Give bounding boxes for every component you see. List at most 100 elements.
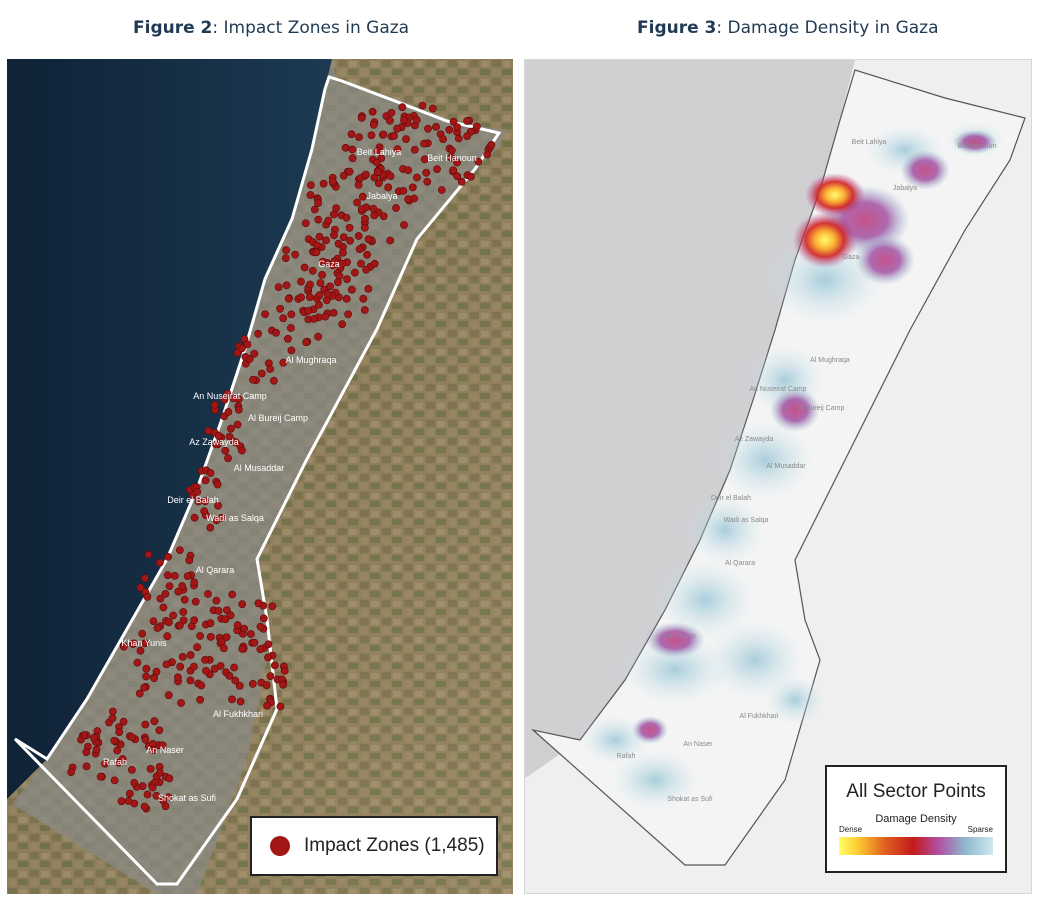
impact-zone-marker <box>483 150 492 159</box>
impact-zone-marker <box>248 680 257 688</box>
impact-zone-marker <box>386 172 395 180</box>
place-label: Al Bureij Camp <box>798 405 845 412</box>
impact-zone-marker <box>308 266 317 275</box>
impact-zone-marker <box>196 695 204 704</box>
impact-zone-marker <box>314 300 323 309</box>
impact-zone-marker <box>322 236 330 245</box>
density-blob <box>805 173 865 217</box>
impact-zone-marker <box>439 135 447 143</box>
impact-zone-marker <box>348 154 357 163</box>
impact-zone-marker <box>234 405 243 414</box>
place-label: An Nuseirat Camp <box>749 386 806 393</box>
impact-zone-marker <box>178 653 187 661</box>
impact-zone-marker <box>142 664 151 673</box>
impact-zone-marker <box>364 284 373 293</box>
impact-zone-marker <box>324 216 333 225</box>
impact-zone-marker <box>175 621 184 630</box>
impact-zone-marker <box>385 116 394 125</box>
impact-zone-marker <box>345 167 354 176</box>
impact-zone-marker-icon <box>270 836 290 856</box>
place-label: Wadi as Salqa <box>724 517 769 524</box>
impact-zone-marker <box>249 375 257 384</box>
density-blob <box>793 212 857 268</box>
impact-zone-marker <box>133 658 142 667</box>
impact-zone-marker <box>357 114 366 122</box>
impact-zone-marker <box>445 125 454 134</box>
impact-zone-marker <box>306 181 315 189</box>
impact-zone-marker <box>274 283 283 291</box>
impact-zone-marker <box>280 667 289 675</box>
impact-zone-marker <box>128 766 136 774</box>
impact-zone-marker <box>356 174 365 182</box>
impact-zone-marker <box>357 259 365 268</box>
impact-zone-marker <box>214 607 223 615</box>
impact-zone-marker <box>142 672 150 681</box>
place-label: Al Fukhkhari <box>740 713 779 720</box>
impact-zone-marker <box>287 346 296 355</box>
impact-zone-marker <box>185 556 194 565</box>
impact-zone-marker <box>146 765 155 773</box>
density-blob <box>655 560 755 640</box>
impact-zone-marker <box>368 107 377 116</box>
legend-sparse-label: Sparse <box>967 825 993 834</box>
impact-zone-marker <box>162 660 171 669</box>
impact-zone-marker <box>316 279 325 287</box>
impact-zone-marker <box>176 662 185 671</box>
impact-zone-marker <box>90 733 98 742</box>
impact-zone-marker <box>153 624 162 632</box>
impact-zone-marker <box>136 646 145 655</box>
impact-zone-marker <box>263 701 271 710</box>
density-blob <box>765 675 825 725</box>
impact-zone-marker <box>463 132 471 140</box>
impact-zone-marker <box>453 172 462 181</box>
impact-zone-marker <box>212 516 221 525</box>
impact-zone-marker <box>246 630 255 638</box>
impact-zone-marker <box>250 349 259 358</box>
impact-zones-legend-label: Impact Zones (1,485) <box>304 835 485 856</box>
impact-zone-marker <box>259 614 268 623</box>
impact-zone-marker <box>297 277 305 286</box>
impact-zone-marker <box>221 446 230 455</box>
density-blob <box>715 420 815 500</box>
place-label: Jabalya <box>893 185 917 192</box>
impact-zone-marker <box>80 731 89 740</box>
impact-zone-marker <box>149 746 158 754</box>
impact-zone-marker <box>125 789 134 798</box>
impact-zone-marker <box>282 246 290 254</box>
place-label: Gaza <box>318 259 340 269</box>
impact-zone-marker <box>333 278 342 287</box>
impact-zone-marker <box>206 619 215 628</box>
impact-zone-marker <box>143 593 152 601</box>
impact-zone-marker <box>178 582 187 590</box>
impact-zone-marker <box>175 546 184 554</box>
impact-zone-marker <box>300 263 309 272</box>
impact-zone-marker <box>453 158 461 167</box>
impact-zone-marker <box>314 215 323 224</box>
impact-zone-marker <box>314 332 322 341</box>
impact-zone-marker <box>276 304 284 313</box>
impact-zone-marker <box>101 759 109 768</box>
impact-zone-marker <box>310 205 319 214</box>
impact-zone-marker <box>236 697 245 706</box>
impact-zone-marker <box>304 306 313 315</box>
impact-zone-marker <box>279 680 287 689</box>
impact-zone-marker <box>124 797 133 805</box>
impact-zone-marker <box>321 312 330 321</box>
place-label: Khan Yunis <box>660 633 696 640</box>
impact-zone-marker <box>173 673 182 682</box>
impact-zone-marker <box>367 131 376 140</box>
impact-zone-marker <box>360 306 369 314</box>
impact-zone-marker <box>370 173 379 182</box>
impact-zone-marker <box>408 183 417 192</box>
impact-zone-marker <box>432 123 440 131</box>
impact-zone-marker <box>306 191 315 199</box>
density-blob <box>900 150 950 190</box>
place-label: Al Mughraqa <box>285 355 336 365</box>
impact-zone-marker <box>404 166 412 174</box>
impact-zone-marker <box>179 608 188 616</box>
impact-zone-marker <box>220 395 229 404</box>
density-blob <box>953 130 997 154</box>
legend-title: All Sector Points <box>846 781 986 802</box>
impact-zone-marker <box>119 717 128 726</box>
place-label: Deir el Balah <box>167 495 219 505</box>
